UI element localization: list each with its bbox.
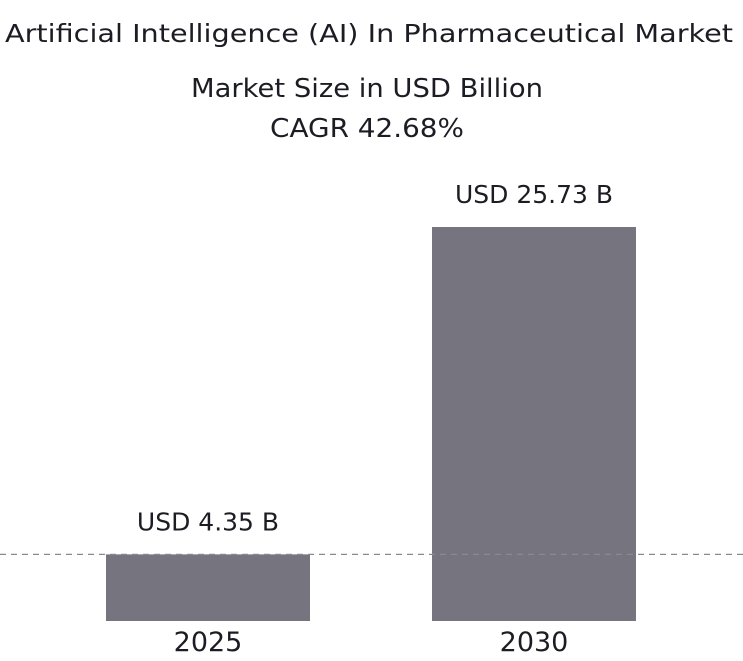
- data-label-2025: USD 4.35 B: [137, 507, 279, 536]
- category-label-2025: 2025: [174, 627, 243, 658]
- chart-subtitle: Market Size in USD Billion: [191, 74, 543, 104]
- bar-2025: [106, 554, 310, 621]
- bar-2030: [432, 227, 636, 621]
- bars-group: USD 4.35 B 2025 USD 25.73 B 2030: [0, 180, 743, 658]
- chart-title: Artificial Intelligence (AI) In Pharmace…: [5, 19, 733, 48]
- category-label-2030: 2030: [500, 627, 569, 658]
- cagr-label: CAGR 42.68%: [270, 114, 464, 144]
- data-label-2030: USD 25.73 B: [455, 180, 613, 209]
